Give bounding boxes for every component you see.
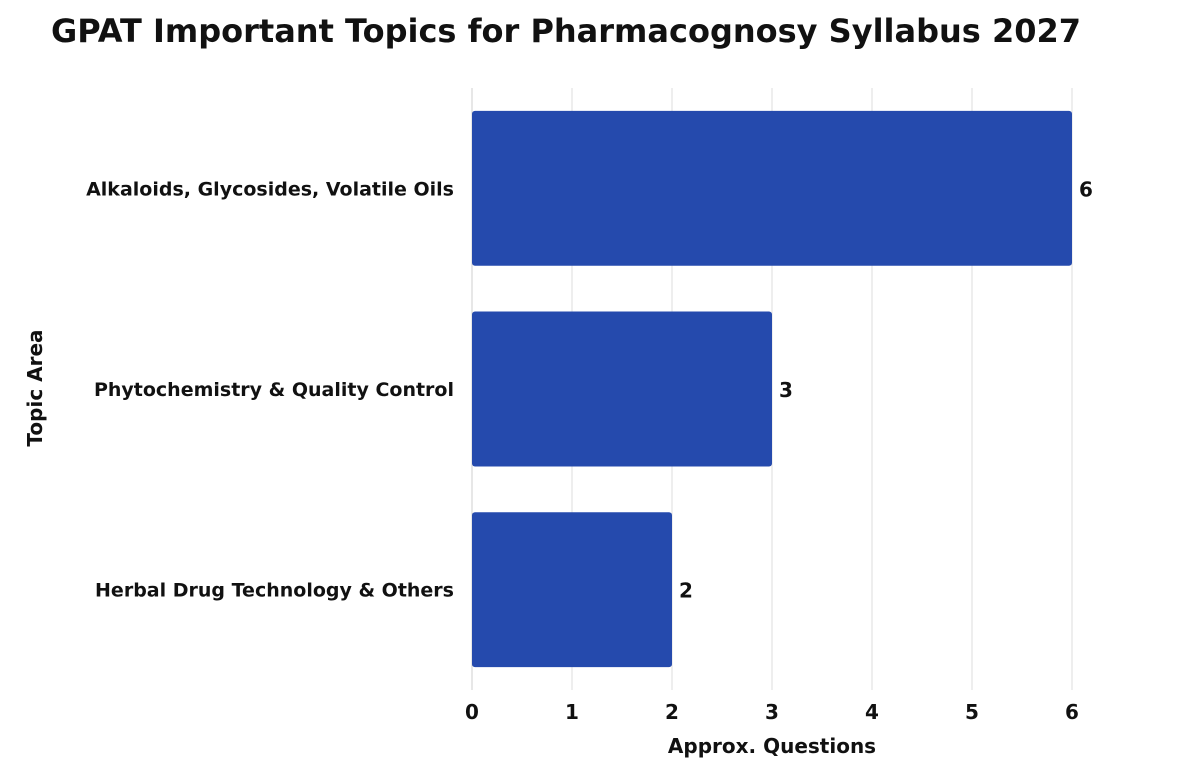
bar — [472, 110, 1072, 266]
x-tick-label: 5 — [965, 700, 979, 724]
x-tick-label: 1 — [565, 700, 579, 724]
bar-value-label: 6 — [1079, 177, 1093, 201]
x-tick-label: 3 — [765, 700, 779, 724]
bar-value-label: 2 — [679, 579, 693, 603]
category-label: Alkaloids, Glycosides, Volatile Oils — [86, 178, 454, 200]
value-labels: 6 3 2 — [679, 177, 1093, 602]
y-axis-title: Topic Area — [23, 329, 47, 446]
x-tick-label: 4 — [865, 700, 879, 724]
x-axis-title: Approx. Questions — [668, 734, 876, 758]
bar — [472, 311, 772, 467]
chart-title: GPAT Important Topics for Pharmacognosy … — [51, 12, 1081, 50]
x-tick-label: 6 — [1065, 700, 1079, 724]
bars — [472, 110, 1072, 668]
category-label: Phytochemistry & Quality Control — [94, 379, 454, 401]
x-tick-label: 0 — [465, 700, 479, 724]
x-tick-labels: 0 1 2 3 4 5 6 — [465, 700, 1079, 724]
bar — [472, 512, 672, 668]
category-labels: Alkaloids, Glycosides, Volatile Oils Phyt… — [86, 178, 454, 601]
bar-value-label: 3 — [779, 378, 793, 402]
category-label: Herbal Drug Technology & Others — [95, 580, 454, 602]
x-tick-label: 2 — [665, 700, 679, 724]
